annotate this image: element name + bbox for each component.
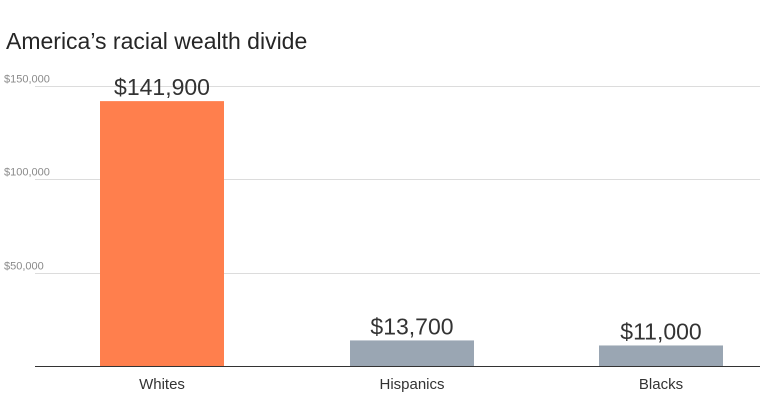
x-tick-label: Blacks (639, 376, 683, 393)
y-tick-label: $100,000 (4, 167, 50, 179)
chart-title: America’s racial wealth divide (6, 28, 308, 54)
bar-blacks (599, 345, 723, 366)
bar-whites (100, 101, 224, 367)
x-tick-label: Hispanics (379, 376, 444, 393)
data-label: $11,000 (620, 318, 701, 344)
bar-hispanics (350, 340, 474, 366)
y-tick-label: $50,000 (4, 261, 44, 273)
x-tick-label: Whites (139, 376, 185, 393)
y-tick-label: $150,000 (4, 74, 50, 86)
data-label: $13,700 (370, 313, 453, 339)
data-label: $141,900 (114, 74, 210, 100)
